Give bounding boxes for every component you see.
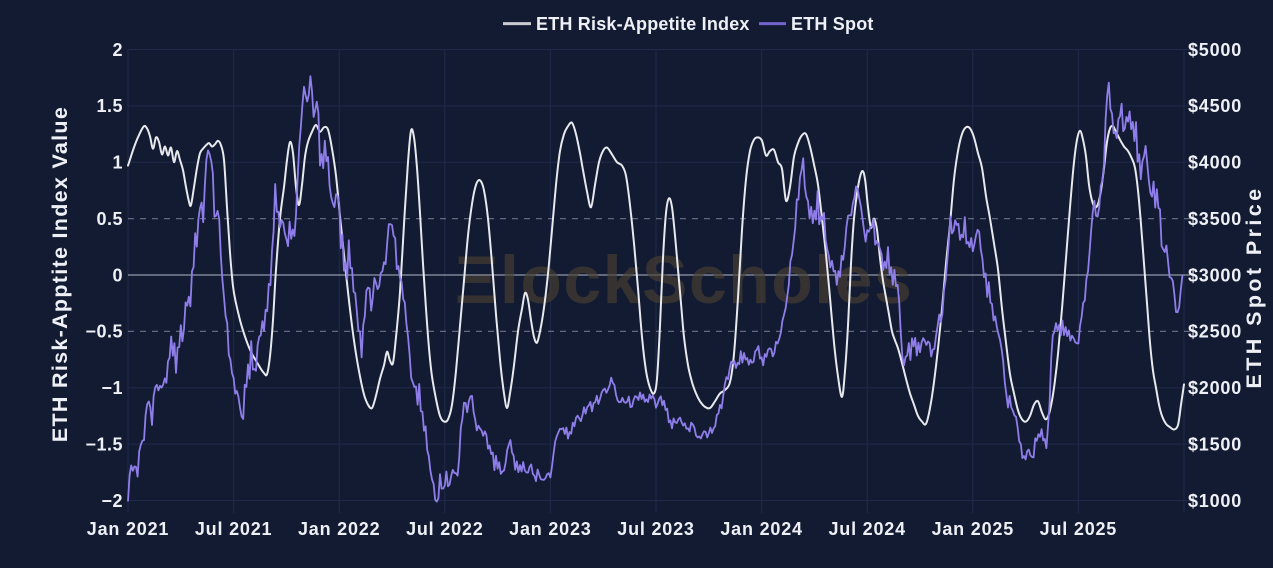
svg-text:$4000: $4000	[1188, 153, 1242, 173]
svg-text:Jan 2021: Jan 2021	[87, 519, 169, 539]
svg-text:Jul 2022: Jul 2022	[406, 519, 483, 539]
svg-text:ETH Spot Price: ETH Spot Price	[1242, 186, 1266, 389]
svg-text:−1.5: −1.5	[85, 434, 123, 454]
svg-text:0: 0	[112, 265, 123, 285]
svg-text:$1500: $1500	[1188, 434, 1242, 454]
svg-text:$4500: $4500	[1188, 96, 1242, 116]
svg-text:ETH Spot: ETH Spot	[791, 14, 874, 34]
svg-text:Jan 2023: Jan 2023	[509, 519, 591, 539]
svg-text:ETH Risk-Apptite Index Value: ETH Risk-Apptite Index Value	[48, 106, 72, 442]
svg-text:−1: −1	[101, 378, 123, 398]
svg-text:0.5: 0.5	[96, 209, 123, 229]
svg-text:$3500: $3500	[1188, 209, 1242, 229]
svg-text:−0.5: −0.5	[85, 322, 123, 342]
svg-text:Jul 2025: Jul 2025	[1040, 519, 1117, 539]
svg-text:$5000: $5000	[1188, 40, 1242, 60]
svg-text:2: 2	[112, 40, 123, 60]
svg-text:1.5: 1.5	[96, 96, 123, 116]
svg-text:Jul 2023: Jul 2023	[617, 519, 694, 539]
svg-text:Jul 2024: Jul 2024	[828, 519, 905, 539]
svg-text:Jan 2022: Jan 2022	[298, 519, 380, 539]
svg-text:$3000: $3000	[1188, 265, 1242, 285]
svg-text:$1000: $1000	[1188, 491, 1242, 511]
svg-text:−2: −2	[101, 491, 123, 511]
svg-text:1: 1	[112, 153, 123, 173]
svg-text:Jan 2024: Jan 2024	[720, 519, 802, 539]
svg-text:Jan 2025: Jan 2025	[932, 519, 1014, 539]
svg-text:ETH Risk-Appetite Index: ETH Risk-Appetite Index	[536, 14, 750, 34]
svg-text:Jul 2021: Jul 2021	[195, 519, 272, 539]
svg-text:$2500: $2500	[1188, 322, 1242, 342]
svg-text:$2000: $2000	[1188, 378, 1242, 398]
